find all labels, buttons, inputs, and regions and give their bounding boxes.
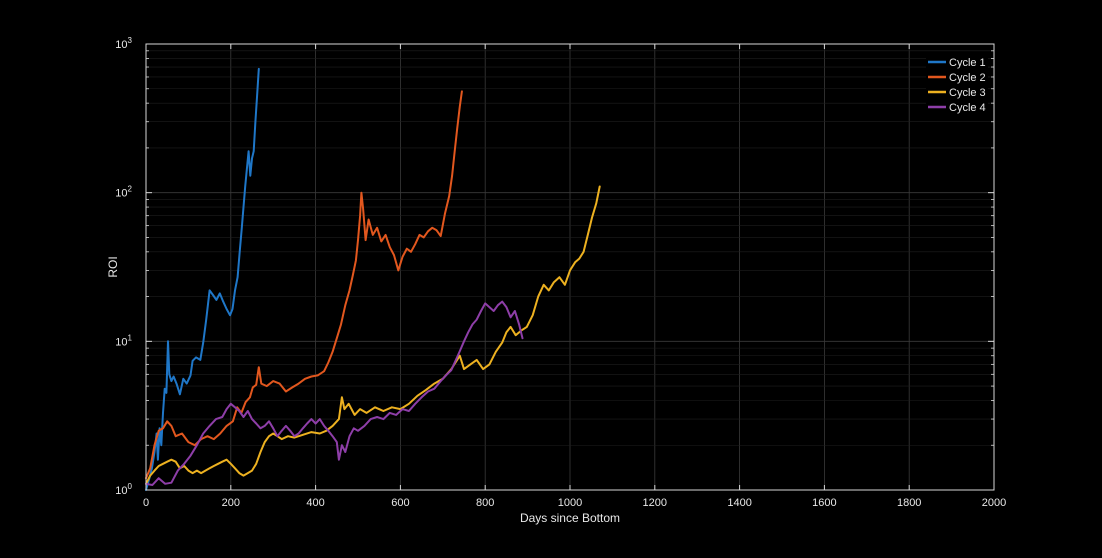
x-tick-label: 1000 [558, 497, 582, 509]
y-axis-label: ROI [106, 256, 120, 277]
legend-label: Cycle 2 [949, 72, 986, 84]
x-tick-label: 1800 [897, 497, 921, 509]
y-tick-label: 103 [115, 36, 132, 51]
x-tick-label: 600 [391, 497, 409, 509]
series-line-cycle-3 [145, 185, 601, 485]
x-tick-label: 1600 [812, 497, 836, 509]
x-tick-label: 2000 [982, 497, 1006, 509]
axis-labels: Days since Bottom ROI [106, 256, 620, 525]
legend-label: Cycle 4 [949, 102, 986, 114]
legend-label: Cycle 3 [949, 87, 986, 99]
x-axis-label: Days since Bottom [520, 511, 620, 525]
x-tick-label: 1200 [643, 497, 667, 509]
legend-label: Cycle 1 [949, 57, 986, 69]
axis-ticks: 0 200 400 600 800 1000 1200 1400 1600 1800 2000 100… [115, 36, 1006, 509]
series-line-cycle-4 [145, 300, 524, 486]
series-line-cycle-2 [145, 90, 463, 480]
y-tick-label: 102 [115, 185, 132, 200]
y-tick-label: 100 [115, 482, 132, 497]
x-tick-label: 800 [476, 497, 494, 509]
x-tick-label: 1400 [727, 497, 751, 509]
y-tick-label: 101 [115, 333, 132, 348]
x-tick-label: 200 [222, 497, 240, 509]
series-line-cycle-1 [145, 67, 260, 491]
x-tick-label: 400 [306, 497, 324, 509]
series-lines [145, 67, 601, 491]
x-tick-label: 0 [143, 497, 149, 509]
legend: Cycle 1 Cycle 2 Cycle 3 Cycle 4 [926, 52, 988, 118]
